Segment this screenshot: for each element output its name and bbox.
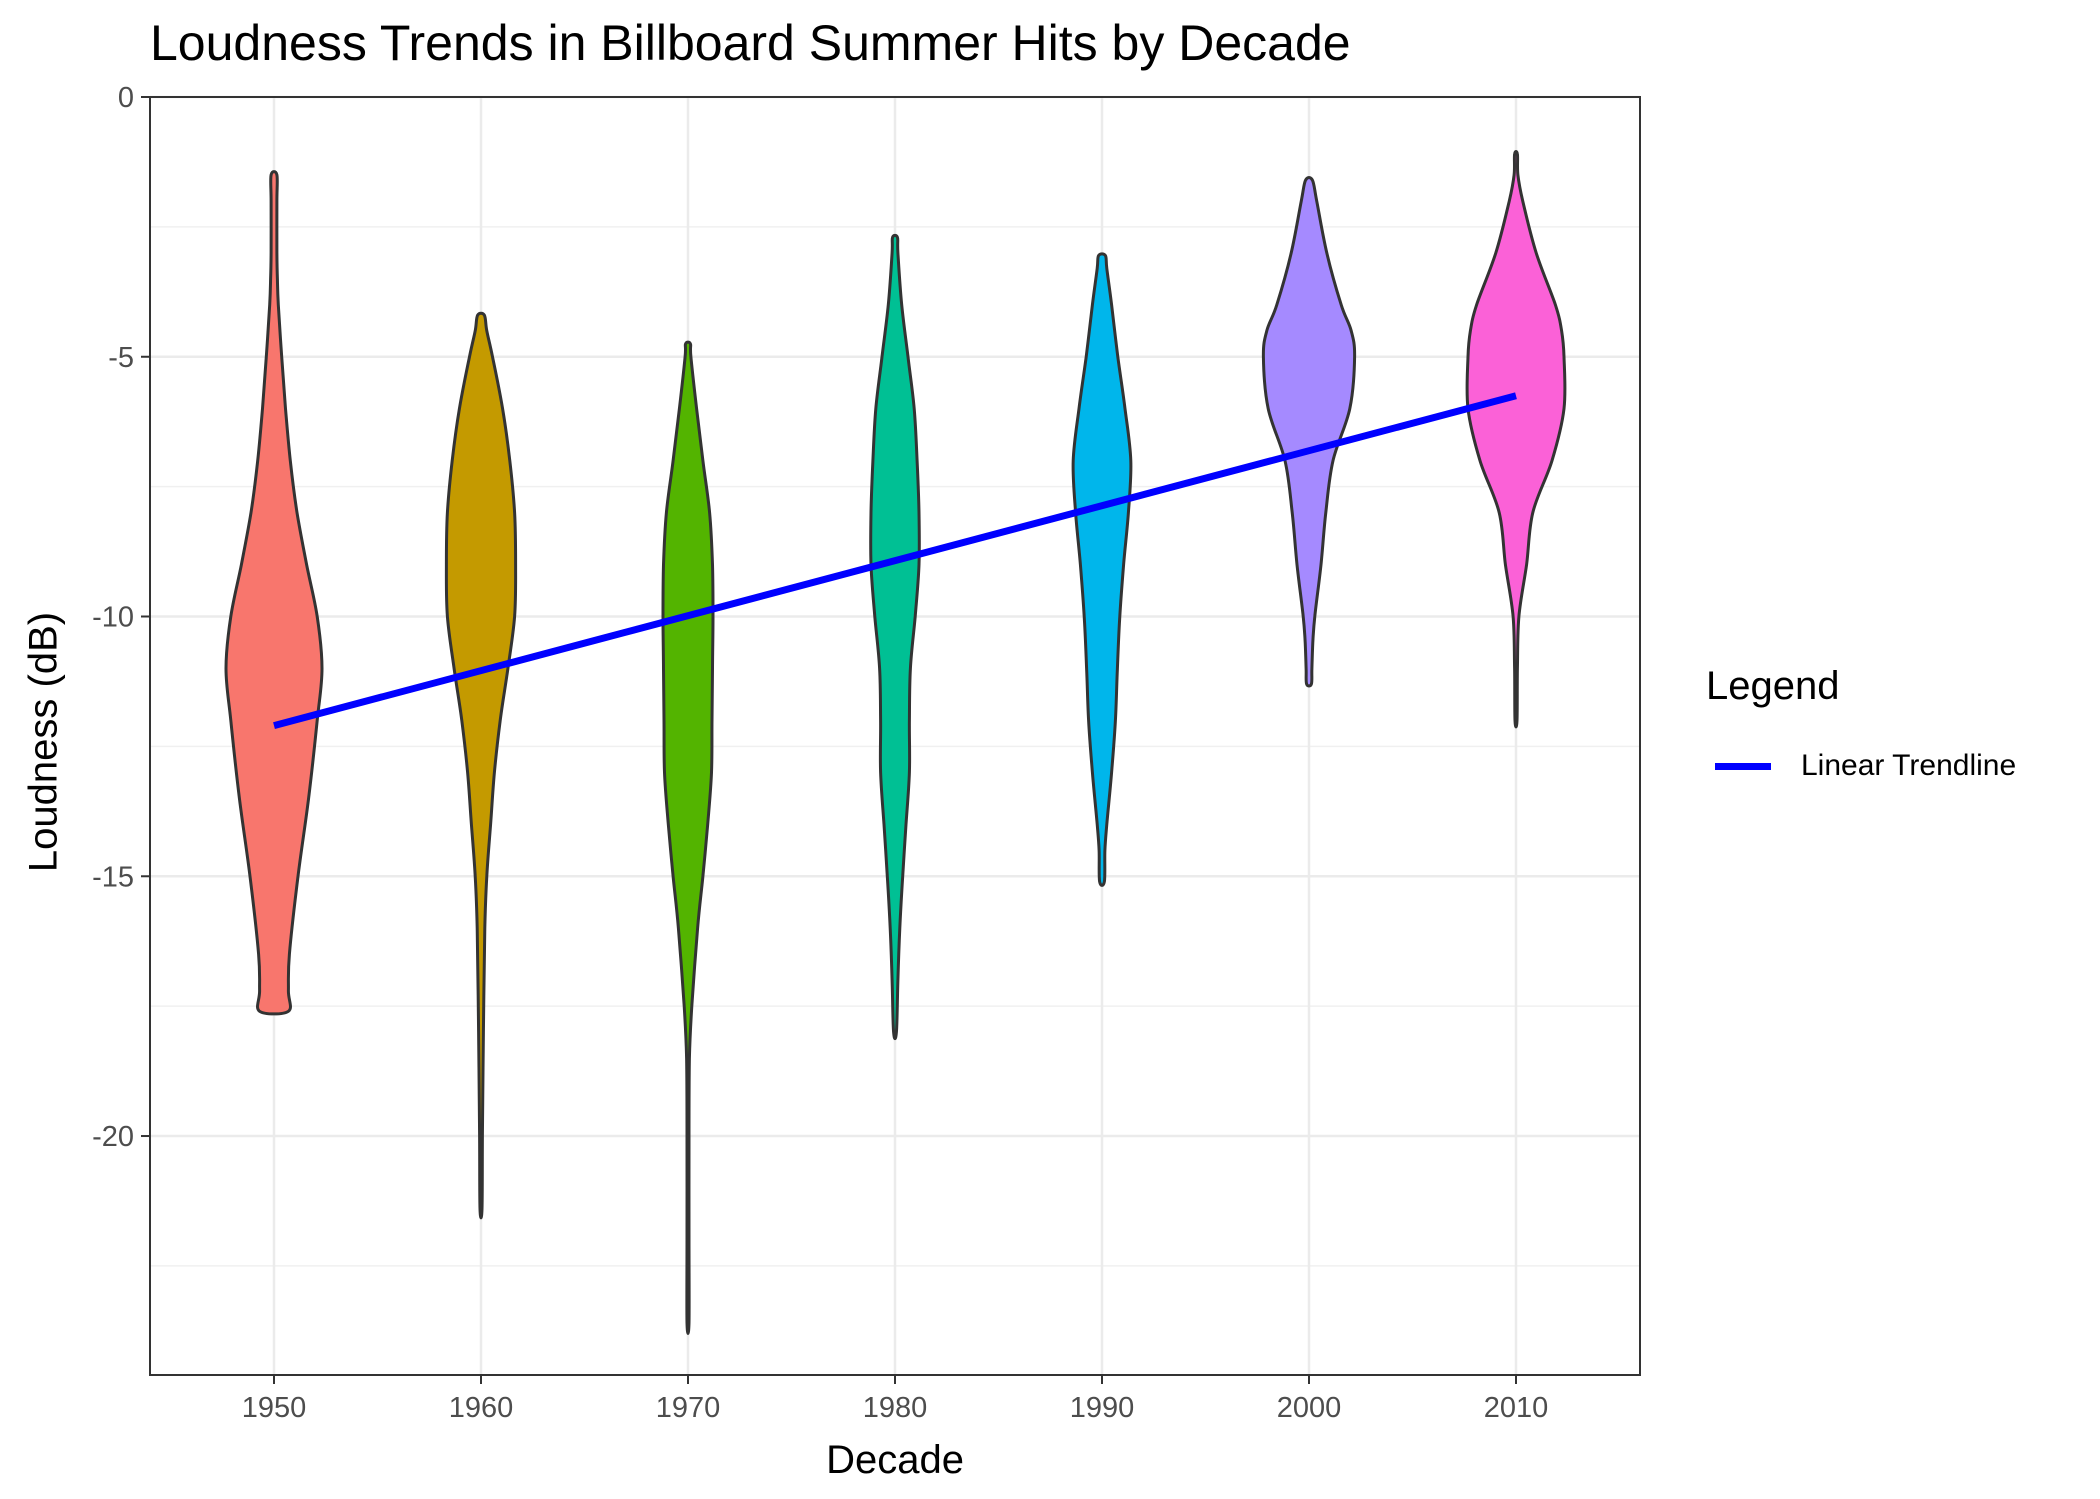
x-tick-label: 1980 bbox=[863, 1392, 928, 1424]
legend-item-trendline: Linear Trendline bbox=[1706, 749, 2016, 783]
violin-2000 bbox=[1261, 176, 1357, 688]
x-tick-label: 2000 bbox=[1277, 1392, 1342, 1424]
x-tick-label: 1970 bbox=[656, 1392, 721, 1424]
violin-1990 bbox=[1071, 252, 1133, 887]
violin-1950 bbox=[224, 170, 324, 1016]
violin-1970 bbox=[661, 340, 715, 1335]
violin-1960 bbox=[444, 311, 518, 1220]
trendline bbox=[273, 392, 1517, 729]
y-tick-label: 0 bbox=[118, 82, 134, 114]
legend-label-trendline: Linear Trendline bbox=[1801, 749, 2017, 782]
x-tick-label: 1990 bbox=[1070, 1392, 1135, 1424]
legend-title: Legend bbox=[1706, 664, 1840, 708]
x-axis-label: Decade bbox=[826, 1438, 964, 1482]
y-tick-label: -20 bbox=[92, 1121, 134, 1153]
x-tick-label: 1960 bbox=[449, 1392, 514, 1424]
chart-title: Loudness Trends in Billboard Summer Hits… bbox=[150, 15, 1351, 71]
x-tick-label: 1950 bbox=[242, 1392, 307, 1424]
violin-2010 bbox=[1465, 150, 1567, 729]
y-tick-label: -15 bbox=[92, 861, 134, 893]
legend-key-trendline bbox=[1715, 762, 1771, 770]
y-axis-label: Loudness (dB) bbox=[21, 611, 66, 873]
violin-1980 bbox=[869, 233, 921, 1041]
y-tick-label: -5 bbox=[108, 342, 134, 374]
legend: Legend Linear Trendline bbox=[1706, 664, 2016, 783]
x-tick-label: 2010 bbox=[1484, 1392, 1549, 1424]
y-tick-label: -10 bbox=[92, 602, 134, 634]
